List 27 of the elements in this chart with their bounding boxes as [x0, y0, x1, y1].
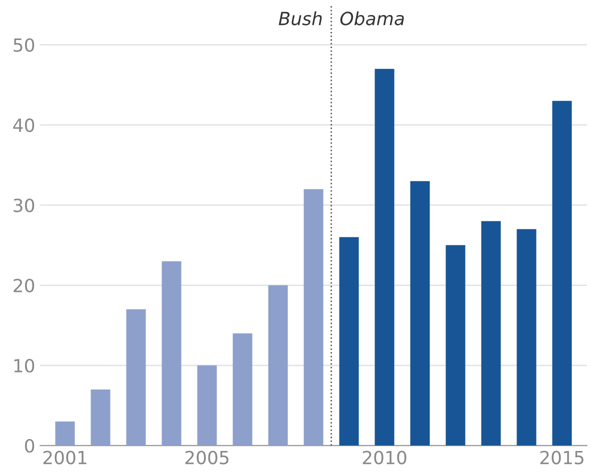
bar	[232, 333, 252, 446]
y-tick-label: 50	[14, 38, 34, 52]
annotation: Bush	[278, 11, 322, 26]
bar	[446, 245, 466, 446]
x-tick-label: 2015	[540, 450, 584, 464]
bar	[410, 181, 430, 446]
bar	[162, 261, 182, 446]
y-tick-label: 30	[14, 198, 34, 212]
bar	[339, 237, 359, 446]
y-tick-label: 0	[25, 439, 34, 453]
bar	[197, 365, 217, 446]
x-tick-label: 2010	[362, 450, 406, 464]
bar	[55, 422, 75, 446]
x-tick-label: 2001	[43, 450, 86, 464]
bar	[374, 68, 394, 446]
x-tick-label: 2005	[185, 450, 228, 464]
bar	[516, 229, 536, 446]
bar	[552, 100, 572, 446]
y-tick-label: 10	[14, 358, 34, 373]
y-tick-label: 40	[13, 118, 34, 132]
y-tick-label: 20	[14, 278, 34, 292]
bar	[481, 221, 501, 446]
bar	[268, 285, 288, 446]
annotation: Obama	[340, 11, 404, 26]
bar	[304, 189, 324, 446]
bar	[90, 389, 110, 446]
bar	[126, 309, 146, 446]
